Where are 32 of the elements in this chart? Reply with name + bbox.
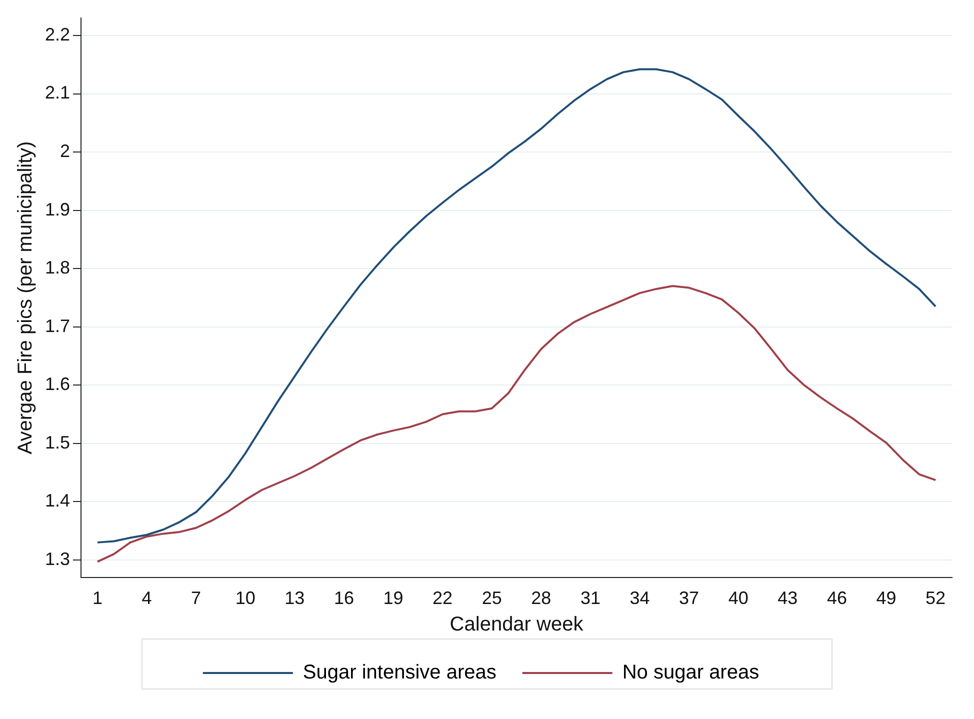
x-tick-label: 37 bbox=[679, 588, 700, 608]
y-tick-label: 1.3 bbox=[44, 548, 70, 569]
legend-label: Sugar intensive areas bbox=[302, 662, 496, 684]
x-tick-label: 34 bbox=[630, 588, 650, 608]
x-tick-label: 10 bbox=[235, 588, 256, 608]
x-tick-label: 22 bbox=[432, 588, 453, 608]
x-tick-label: 43 bbox=[778, 588, 798, 608]
y-tick-label: 1.5 bbox=[44, 432, 70, 452]
x-tick-label: 4 bbox=[142, 588, 152, 608]
x-tick-label: 31 bbox=[580, 588, 600, 608]
x-tick-label: 7 bbox=[191, 588, 202, 608]
x-tick-label: 40 bbox=[728, 588, 748, 608]
x-axis-title: Calendar week bbox=[450, 614, 584, 636]
y-tick-label: 2 bbox=[60, 140, 70, 161]
x-tick-label: 28 bbox=[531, 588, 552, 608]
y-tick-label: 1.7 bbox=[44, 316, 70, 336]
y-tick-label: 1.9 bbox=[44, 199, 70, 220]
y-tick-label: 1.8 bbox=[44, 258, 70, 278]
x-tick-label: 19 bbox=[383, 588, 404, 608]
legend-label: No sugar areas bbox=[622, 662, 760, 684]
x-tick-label: 46 bbox=[826, 588, 847, 608]
x-tick-label: 25 bbox=[482, 588, 502, 608]
x-tick-label: 1 bbox=[92, 588, 102, 608]
y-tick-label: 2.2 bbox=[44, 24, 70, 44]
y-tick-label: 2.1 bbox=[44, 82, 70, 103]
x-tick-label: 52 bbox=[926, 588, 946, 608]
x-tick-label: 13 bbox=[284, 588, 305, 608]
x-tick-label: 16 bbox=[334, 588, 354, 608]
y-tick-label: 1.6 bbox=[44, 374, 70, 394]
y-tick-label: 1.4 bbox=[44, 490, 70, 511]
y-axis-title: Avergae Fire pics (per municipality) bbox=[14, 141, 37, 454]
x-tick-label: 49 bbox=[876, 588, 896, 608]
